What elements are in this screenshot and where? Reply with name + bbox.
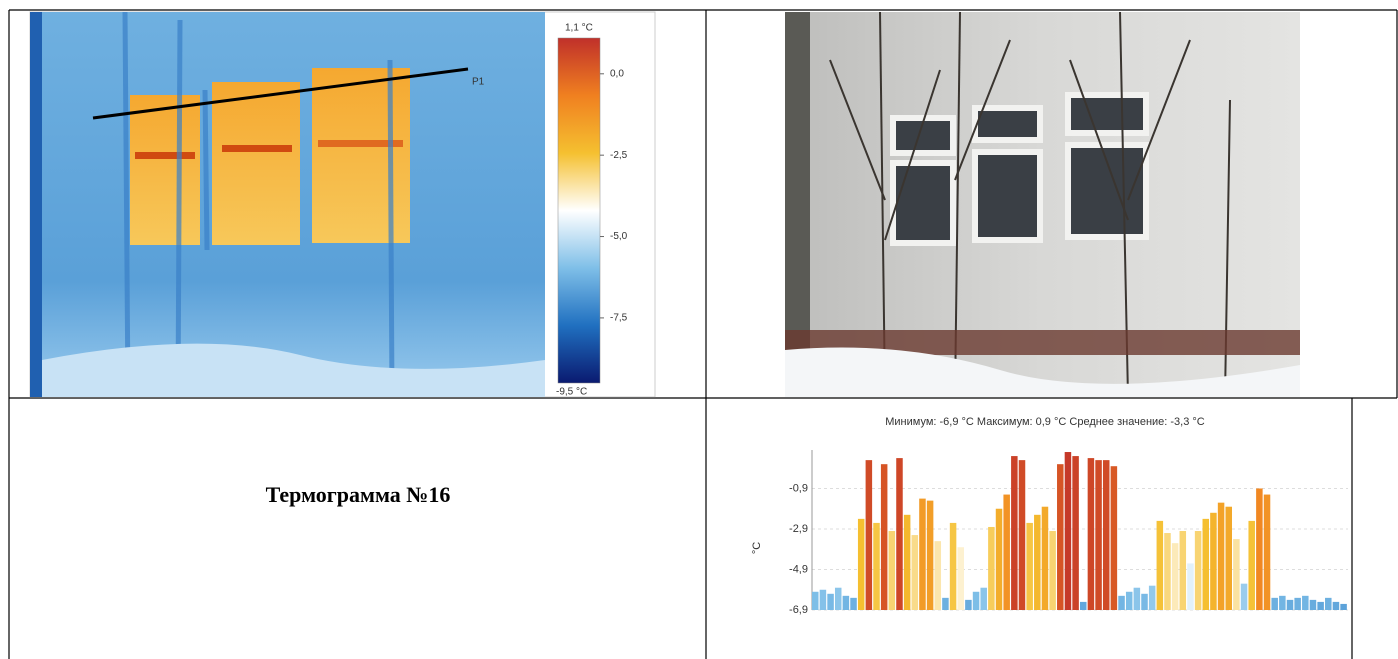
bar (1233, 539, 1240, 610)
profile-chart: Минимум: -6,9 °C Максимум: 0,9 °C Средне… (751, 416, 1348, 616)
colorbar-tick-label: -7,5 (610, 313, 628, 324)
bar (1333, 602, 1340, 610)
bar (1287, 600, 1294, 610)
line-label: P1 (472, 77, 485, 88)
bar (1264, 495, 1271, 610)
bar (935, 541, 942, 610)
y-tick-label: -0,9 (789, 482, 808, 494)
bar (1218, 503, 1225, 610)
bar (1310, 600, 1317, 610)
bar (996, 509, 1003, 610)
bar (1095, 460, 1102, 610)
bar (912, 535, 919, 610)
bar (835, 588, 842, 610)
bar (1026, 523, 1033, 610)
bar (1302, 596, 1309, 610)
bar (1019, 460, 1026, 610)
bar (1203, 519, 1210, 610)
bar (988, 527, 995, 610)
bar (1034, 515, 1041, 610)
bar (881, 464, 888, 610)
bar (950, 523, 957, 610)
thermogram: P1 1,1 °C -9,5 °C 0,0 -2,5 -5,0 -7,5 (30, 12, 655, 398)
y-tick-label: -6,9 (789, 604, 808, 616)
bar (1195, 531, 1202, 610)
bar (1134, 588, 1141, 610)
photo (785, 12, 1300, 397)
chart-title: Минимум: -6,9 °C Максимум: 0,9 °C Средне… (885, 416, 1205, 428)
colorbar-tick-label: -2,5 (610, 150, 628, 161)
bar (850, 598, 857, 610)
bar (1072, 456, 1079, 610)
bar (873, 523, 880, 610)
bar (1256, 488, 1263, 610)
bar (1149, 586, 1156, 610)
bar (1271, 598, 1278, 610)
bar (1057, 464, 1064, 610)
bar (1210, 513, 1217, 610)
bar (827, 594, 834, 610)
bar (1042, 507, 1049, 610)
bar (843, 596, 850, 610)
bar (965, 600, 972, 610)
bar (904, 515, 911, 610)
colorbar-tick-label: 0,0 (610, 68, 624, 79)
bar (889, 531, 896, 610)
bar (1080, 602, 1087, 610)
bar (1248, 521, 1255, 610)
bar (942, 598, 949, 610)
y-tick-label: -2,9 (789, 523, 808, 535)
bar (927, 501, 934, 610)
bar (820, 590, 827, 610)
bar (866, 460, 873, 610)
colorbar-tick-label: -5,0 (610, 231, 628, 242)
bar (1279, 596, 1286, 610)
bar (1088, 458, 1095, 610)
bar (1225, 507, 1232, 610)
bar (1172, 543, 1179, 610)
bar (1187, 563, 1194, 610)
colorbar-max-label: 1,1 °C (565, 23, 593, 34)
caption: Термограмма №16 (266, 482, 451, 507)
bar (919, 499, 926, 610)
bar (1141, 594, 1148, 610)
bar (1103, 460, 1110, 610)
y-axis-label: °C (751, 542, 763, 554)
bar (1011, 456, 1018, 610)
bar (1180, 531, 1187, 610)
bar (812, 592, 819, 610)
bar (1164, 533, 1171, 610)
bar (973, 592, 980, 610)
bar (1126, 592, 1133, 610)
bar (1317, 602, 1324, 610)
bar (957, 547, 964, 610)
bar (1065, 452, 1072, 610)
bar (1111, 466, 1118, 610)
bar (1157, 521, 1164, 610)
bar (896, 458, 903, 610)
bar (858, 519, 865, 610)
bar (1003, 495, 1010, 610)
bar (1241, 584, 1248, 610)
page: P1 1,1 °C -9,5 °C 0,0 -2,5 -5,0 -7,5 Термогра… (0, 0, 1398, 659)
bar (1340, 604, 1347, 610)
bar (1294, 598, 1301, 610)
colorbar-min-label: -9,5 °C (556, 387, 587, 398)
y-tick-label: -4,9 (789, 563, 808, 575)
bar (1049, 531, 1056, 610)
bar (1118, 596, 1125, 610)
bar (1325, 598, 1332, 610)
bar (980, 588, 987, 610)
